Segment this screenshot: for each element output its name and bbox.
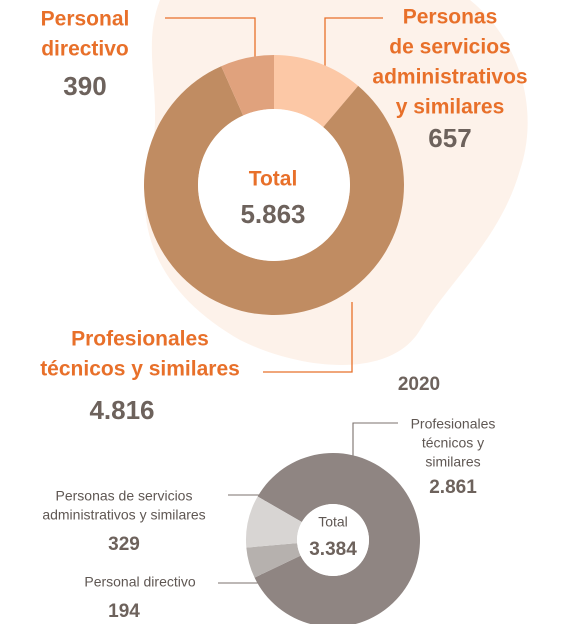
category-label: administrativos y similares: [42, 507, 205, 523]
donut-segment: [254, 453, 420, 624]
connector: [324, 17, 383, 82]
center-label: Total: [249, 168, 298, 191]
donut-segment: [246, 543, 301, 578]
connector: [165, 17, 256, 75]
category-label: técnicos y similares: [40, 358, 240, 381]
category-label: Personal directivo: [84, 574, 195, 590]
category-label: técnicos y: [422, 435, 484, 451]
category-label: directivo: [41, 38, 129, 61]
donut-marks: Total 5.863 Personas de servicios administra…: [40, 6, 528, 624]
donut-hole: [297, 504, 369, 576]
category-label: Profesionales: [411, 416, 496, 432]
value-label: 2.861: [429, 477, 477, 498]
category-label: Personas: [403, 6, 498, 29]
donut-segment: [221, 55, 274, 116]
category-label: Profesionales: [71, 328, 209, 351]
category-label: Personal: [41, 8, 130, 31]
category-label: administrativos: [372, 66, 527, 89]
value-label: 194: [108, 601, 140, 622]
total-value: 5.863: [240, 199, 305, 229]
category-label: similares: [425, 454, 480, 470]
value-label: 657: [428, 123, 471, 153]
value-label: 390: [63, 71, 106, 101]
total-value: 3.384: [309, 539, 357, 560]
center-label: Total: [318, 514, 348, 530]
donut-segment: [143, 66, 404, 315]
category-label: de servicios: [389, 36, 510, 59]
category-label: Personas de servicios: [56, 488, 193, 504]
donut-segment: [246, 496, 302, 548]
chart-title: 2020: [398, 374, 440, 395]
connector: [263, 302, 353, 373]
value-label: 4.816: [89, 395, 154, 425]
donut-segment: [274, 55, 359, 128]
category-label: y similares: [396, 96, 505, 119]
value-label: 329: [108, 534, 140, 555]
donut-hole: [198, 109, 350, 261]
